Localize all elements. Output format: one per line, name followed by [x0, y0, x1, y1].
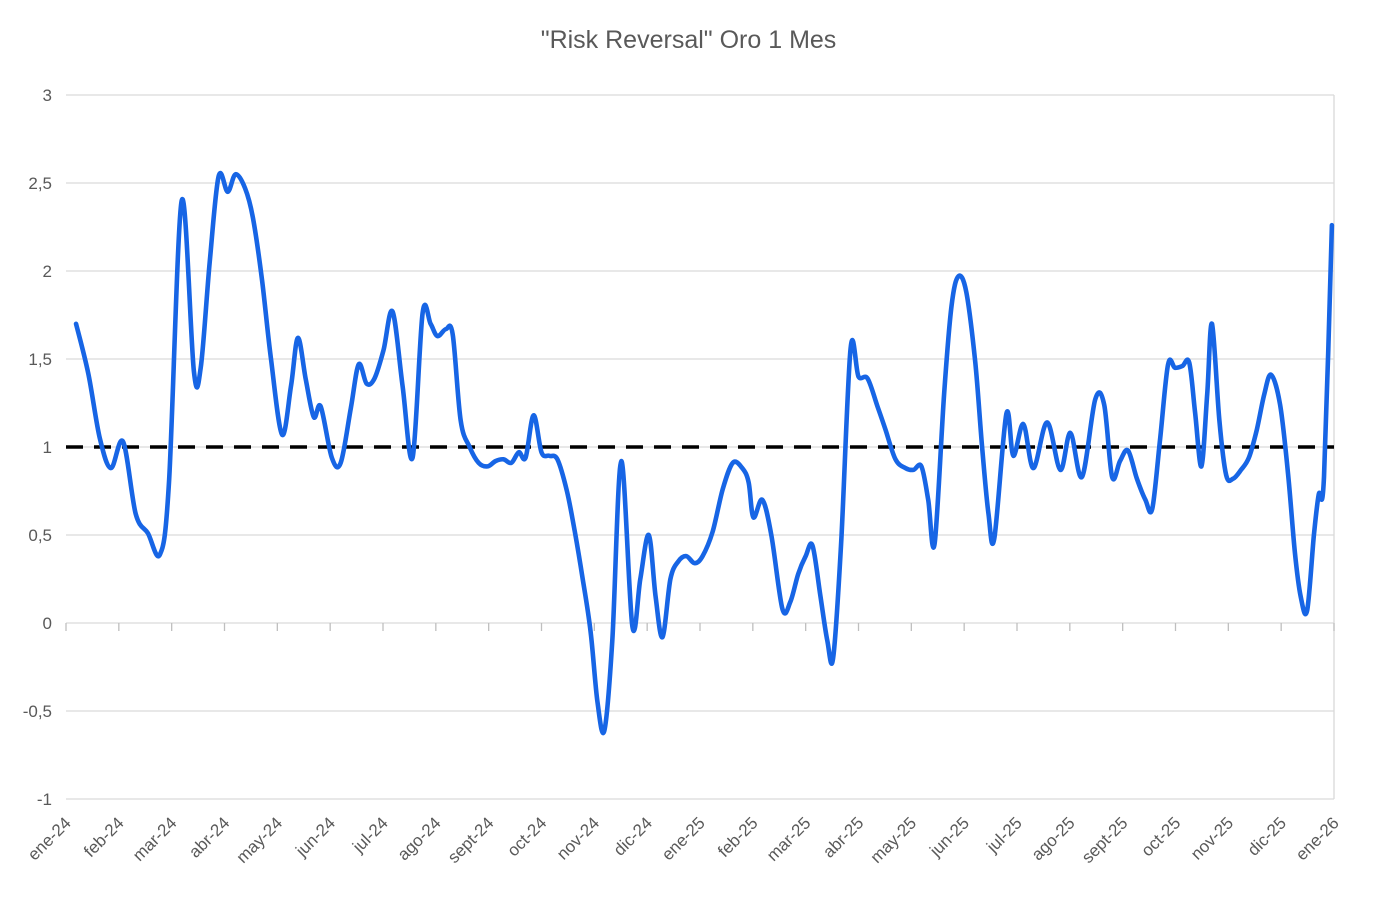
- x-axis-label: jul-24: [348, 813, 392, 857]
- x-axis-label: sept-24: [444, 813, 498, 867]
- x-axis-label: feb-24: [80, 813, 128, 861]
- y-axis-label: 1,5: [28, 350, 52, 369]
- x-axis-label: may-25: [867, 813, 921, 867]
- y-axis-label: 2: [43, 262, 52, 281]
- chart-title: "Risk Reversal" Oro 1 Mes: [540, 26, 837, 54]
- y-axis-label: 0: [43, 614, 52, 633]
- series-line: [73, 171, 1335, 736]
- x-axis-label: mar-24: [129, 813, 181, 865]
- x-axis-ticks: [65, 623, 1335, 631]
- x-axis-label: nov-25: [1187, 813, 1237, 863]
- x-axis-label: abr-24: [185, 813, 233, 861]
- x-axis-label: dic-25: [1244, 813, 1290, 859]
- x-axis-label: nov-24: [553, 813, 603, 863]
- y-axis-label: -0,5: [23, 702, 52, 721]
- x-axis-label: oct-25: [1137, 813, 1184, 860]
- x-axis-label: abr-25: [819, 813, 867, 861]
- x-axis-label: jul-25: [982, 813, 1026, 857]
- x-axis-label: sept-25: [1078, 813, 1132, 867]
- x-axis-label: ene-26: [1292, 813, 1343, 864]
- x-axis-label: ago-24: [394, 813, 445, 864]
- x-axis-label: ene-24: [24, 813, 75, 864]
- y-axis-label: 2,5: [28, 174, 52, 193]
- y-axis-label: 3: [43, 86, 52, 105]
- x-axis-label: may-24: [233, 813, 287, 867]
- x-axis-labels: ene-24 feb-24 mar-24 abr-24 may-24 jun-24 jul-…: [24, 813, 1343, 867]
- x-axis-label: ago-25: [1028, 813, 1079, 864]
- y-axis-label: -1: [37, 790, 52, 809]
- x-axis-label: feb-25: [714, 813, 762, 861]
- x-axis-label: dic-24: [610, 813, 656, 859]
- x-axis-label: jun-24: [291, 813, 339, 861]
- y-axis-labels: 3 2,5 2 1,5 1 0,5 0 -0,5 -1: [23, 86, 52, 809]
- x-axis-label: jun-25: [925, 813, 973, 861]
- x-axis-label: ene-25: [658, 813, 709, 864]
- x-axis-label: mar-25: [763, 813, 815, 865]
- x-axis-label: oct-24: [503, 813, 550, 860]
- y-axis-label: 1: [43, 438, 52, 457]
- y-axis-label: 0,5: [28, 526, 52, 545]
